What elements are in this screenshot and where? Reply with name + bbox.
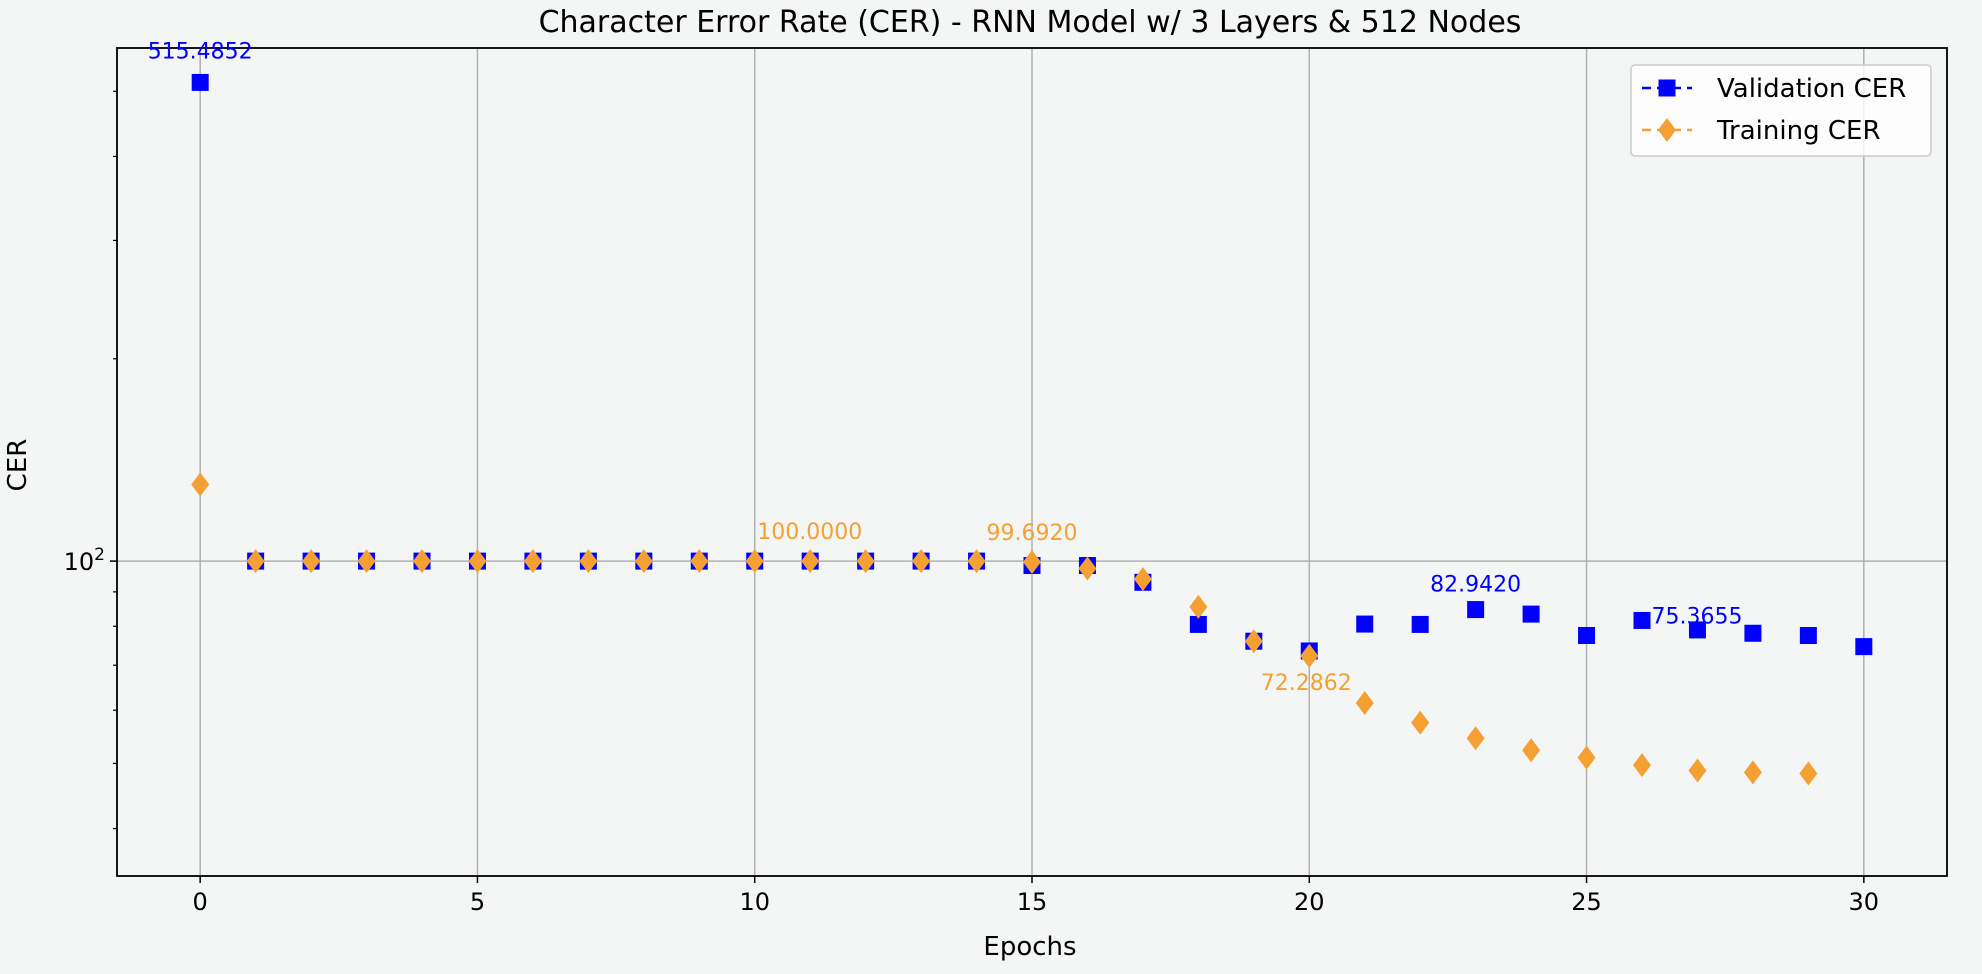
data-annotation: 99.6920 [987, 521, 1078, 546]
training-point [634, 549, 653, 574]
legend-marker [1658, 79, 1676, 97]
x-tick-label: 0 [193, 888, 208, 916]
training-point [357, 549, 376, 574]
training-point [967, 549, 986, 574]
training-point [856, 549, 875, 574]
training-point [1133, 567, 1152, 592]
plot-area [116, 47, 1948, 877]
data-annotation: 75.3655 [1652, 605, 1743, 630]
validation-point [1688, 621, 1706, 639]
training-point [745, 549, 764, 574]
training-point [1522, 738, 1541, 763]
data-annotation: 515.4852 [148, 39, 253, 64]
legend-marker [1658, 118, 1676, 142]
legend-box [1630, 64, 1932, 157]
training-point [1300, 643, 1319, 668]
data-annotation: 100.0000 [757, 520, 862, 545]
training-point [579, 549, 598, 574]
training-point [912, 549, 931, 574]
validation-point [1578, 627, 1596, 645]
chart-title: Character Error Rate (CER) - RNN Model w… [539, 5, 1522, 40]
validation-point [191, 73, 209, 91]
validation-point [1467, 601, 1485, 619]
series-training [191, 472, 1818, 786]
training-point [1078, 556, 1097, 581]
validation-point [1799, 627, 1817, 645]
x-tick-label: 25 [1571, 888, 1602, 916]
training-point [191, 472, 210, 497]
y-tick-label: 102 [64, 545, 105, 576]
legend: Validation CER Training CER [1630, 64, 1932, 157]
x-tick-label: 20 [1294, 888, 1325, 916]
validation-point [1411, 615, 1429, 633]
training-point [246, 549, 265, 574]
training-point [1577, 745, 1596, 770]
training-point [1799, 761, 1818, 786]
series-layer [191, 73, 1873, 786]
validation-point [1744, 624, 1762, 642]
x-tick-label: 30 [1849, 888, 1880, 916]
legend-label: Training CER [1716, 116, 1881, 146]
axis-ticks: 0 5 10 15 20 25 30 102 [64, 90, 1880, 916]
annotation-layer: 515.4852 100.0000 99.6920 72.2862 82.9420 75.… [148, 39, 1743, 695]
y-axis-label: CER [3, 439, 33, 492]
training-point [1633, 753, 1651, 778]
validation-point [1356, 615, 1374, 633]
training-point [413, 549, 431, 574]
training-point [801, 549, 820, 574]
training-point [1023, 550, 1041, 575]
validation-point [1633, 611, 1651, 629]
legend-entry: Validation CER [1642, 74, 1906, 104]
legend-label: Validation CER [1717, 74, 1906, 104]
training-point [1466, 726, 1485, 751]
x-tick-label: 10 [739, 888, 770, 916]
validation-point [1855, 638, 1873, 656]
training-point [1688, 758, 1707, 783]
data-annotation: 72.2862 [1261, 671, 1352, 696]
training-point [1411, 710, 1430, 735]
training-point [302, 549, 321, 574]
training-point [1743, 760, 1762, 785]
x-axis-label: Epochs [983, 932, 1076, 962]
validation-point [1522, 605, 1540, 623]
training-point [1189, 594, 1208, 619]
training-point [1244, 629, 1263, 654]
training-point [1355, 691, 1374, 716]
legend-entry: Training CER [1642, 116, 1881, 146]
x-tick-label: 15 [1017, 888, 1048, 916]
x-tick-label: 5 [470, 888, 485, 916]
training-point [468, 549, 487, 574]
validation-point [1189, 615, 1207, 633]
training-point [523, 549, 542, 574]
training-point [690, 549, 709, 574]
data-annotation: 82.9420 [1430, 573, 1521, 598]
